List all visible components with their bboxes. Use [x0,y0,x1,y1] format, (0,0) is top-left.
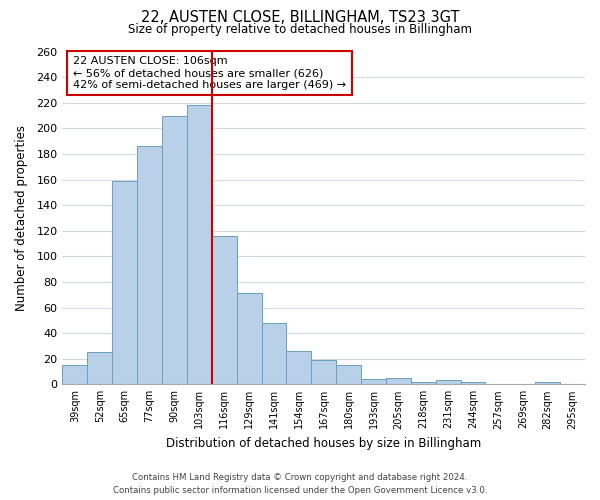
Bar [62,365,88,384]
Bar [236,294,262,384]
X-axis label: Distribution of detached houses by size in Billingham: Distribution of detached houses by size … [166,437,481,450]
Bar [162,116,187,384]
Text: 22 AUSTEN CLOSE: 106sqm
← 56% of detached houses are smaller (626)
42% of semi-d: 22 AUSTEN CLOSE: 106sqm ← 56% of detache… [73,56,346,90]
Bar [187,106,212,384]
Bar [311,360,336,384]
Text: 22, AUSTEN CLOSE, BILLINGHAM, TS23 3GT: 22, AUSTEN CLOSE, BILLINGHAM, TS23 3GT [141,10,459,25]
Bar [361,379,386,384]
Bar [535,382,560,384]
Bar [88,352,112,384]
Bar [286,351,311,384]
Bar [386,378,411,384]
Bar [137,146,162,384]
Text: Size of property relative to detached houses in Billingham: Size of property relative to detached ho… [128,22,472,36]
Text: Contains HM Land Registry data © Crown copyright and database right 2024.
Contai: Contains HM Land Registry data © Crown c… [113,473,487,495]
Y-axis label: Number of detached properties: Number of detached properties [15,125,28,311]
Bar [461,382,485,384]
Bar [411,382,436,384]
Bar [436,380,461,384]
Bar [336,365,361,384]
Bar [112,181,137,384]
Bar [212,236,236,384]
Bar [262,323,286,384]
